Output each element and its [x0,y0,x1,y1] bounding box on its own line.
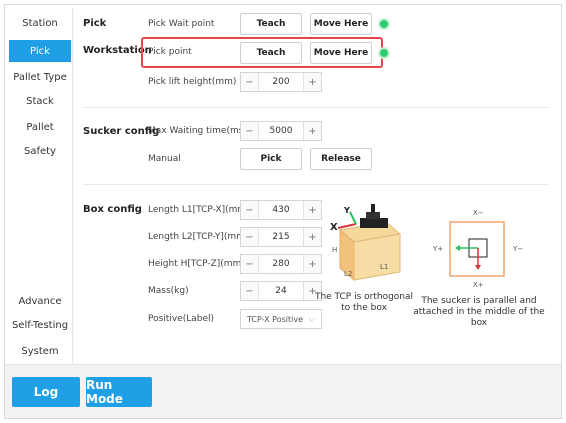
pick-lift-height-stepper: − 200 + [240,72,322,92]
length-l2-stepper: − 215 + [240,227,322,247]
positive-label: Positive(Label) [148,314,214,324]
length-l2-value[interactable]: 215 [272,232,290,242]
figure-label-x: X [330,222,338,233]
increment-button[interactable]: + [303,282,321,300]
sidebar-item-pallet[interactable]: Pallet [9,116,71,138]
increment-button[interactable]: + [303,228,321,246]
log-button[interactable]: Log [12,377,80,407]
length-l1-value[interactable]: 430 [272,205,290,215]
wait-point-status-indicator [380,20,388,28]
sidebar-item-label: Advance [18,295,62,307]
mass-stepper: − 24 + [240,281,322,301]
increment-button[interactable]: + [303,255,321,273]
height-h-stepper: − 280 + [240,254,322,274]
top-view-label-x-plus: X+ [473,281,484,289]
manual-pick-button[interactable]: Pick [240,148,302,170]
tcp-caption: The TCP is orthogonal to the box [314,292,414,313]
pick-point-label: Pick point [148,47,192,57]
sidebar-item-advance[interactable]: Advance [9,290,71,312]
max-waiting-time-label: Max Waiting time(ms) [148,126,247,136]
max-waiting-time-value[interactable]: 5000 [269,126,293,136]
sidebar-item-station[interactable]: Station [9,12,71,34]
sidebar-item-pallet-type[interactable]: Pallet Type [9,66,71,88]
wait-point-teach-button[interactable]: Teach [240,13,302,35]
sucker-top-view-figure [449,221,505,277]
pick-point-teach-button[interactable]: Teach [240,42,302,64]
sidebar-divider [72,8,73,364]
figure-label-h: H [332,246,338,254]
figure-label-y: Y [344,206,350,215]
sidebar-item-label: System [21,345,59,357]
decrement-button[interactable]: − [241,201,259,219]
pick-lift-height-value[interactable]: 200 [272,77,290,87]
positive-select-value: TCP-X Positive [247,314,304,324]
increment-button[interactable]: + [303,73,321,91]
sucker-caption: The sucker is parallel and attached in t… [413,296,545,328]
positive-select[interactable]: TCP-X Positive ⌵ [240,309,322,329]
manual-release-button[interactable]: Release [310,148,372,170]
sidebar-item-label: Stack [26,95,54,107]
decrement-button[interactable]: − [241,228,259,246]
box-config-title: Box config [83,204,142,215]
length-l2-label: Length L2[TCP-Y](mm) [148,232,249,242]
figure-label-l2: L2 [344,270,353,278]
sidebar-item-label: Pallet Type [13,71,67,83]
length-l1-label: Length L1[TCP-X](mm) [148,205,250,215]
figure-label-l1: L1 [380,263,389,271]
box-tcp-figure [337,204,402,282]
run-mode-button[interactable]: Run Mode [86,377,152,407]
sidebar-nav: Station Pick Pallet Type Stack Pallet Sa… [9,8,73,364]
pick-section-title: Pick [83,18,107,29]
increment-button[interactable]: + [303,201,321,219]
sucker-config-title: Sucker config [83,126,160,137]
mass-label: Mass(kg) [148,286,189,296]
decrement-button[interactable]: − [241,255,259,273]
sidebar-item-label: Station [22,17,58,29]
sidebar-item-safety[interactable]: Safety [9,140,71,162]
top-view-label-y-minus: Y− [513,245,524,253]
sidebar-item-stack[interactable]: Stack [9,90,71,112]
sidebar-item-label: Safety [24,145,56,157]
wait-point-move-here-button[interactable]: Move Here [310,13,372,35]
top-view-label-y-plus: Y+ [433,245,444,253]
length-l1-stepper: − 430 + [240,200,322,220]
sidebar-item-self-testing[interactable]: Self-Testing [9,314,71,336]
sidebar-item-label: Pallet [26,121,54,133]
height-h-value[interactable]: 280 [272,259,290,269]
workstation-label: Workstation [83,45,152,56]
decrement-button[interactable]: − [241,122,259,140]
pick-lift-height-label: Pick lift height(mm) [148,77,237,87]
decrement-button[interactable]: − [241,282,259,300]
sidebar-item-system[interactable]: System [9,340,71,362]
section-divider [83,184,548,185]
pick-point-status-indicator [380,49,388,57]
height-h-label: Height H[TCP-Z](mm) [148,259,245,269]
sidebar-item-label: Pick [30,45,50,57]
sidebar-item-pick[interactable]: Pick [9,40,71,62]
mass-value[interactable]: 24 [275,286,287,296]
pick-point-move-here-button[interactable]: Move Here [310,42,372,64]
increment-button[interactable]: + [303,122,321,140]
sidebar-item-label: Self-Testing [11,319,69,331]
chevron-down-icon: ⌵ [308,314,315,323]
manual-label: Manual [148,154,181,164]
max-waiting-time-stepper: − 5000 + [240,121,322,141]
pick-wait-point-label: Pick Wait point [148,19,215,29]
decrement-button[interactable]: − [241,73,259,91]
top-view-label-x-minus: X− [473,209,484,217]
section-divider [83,107,548,108]
